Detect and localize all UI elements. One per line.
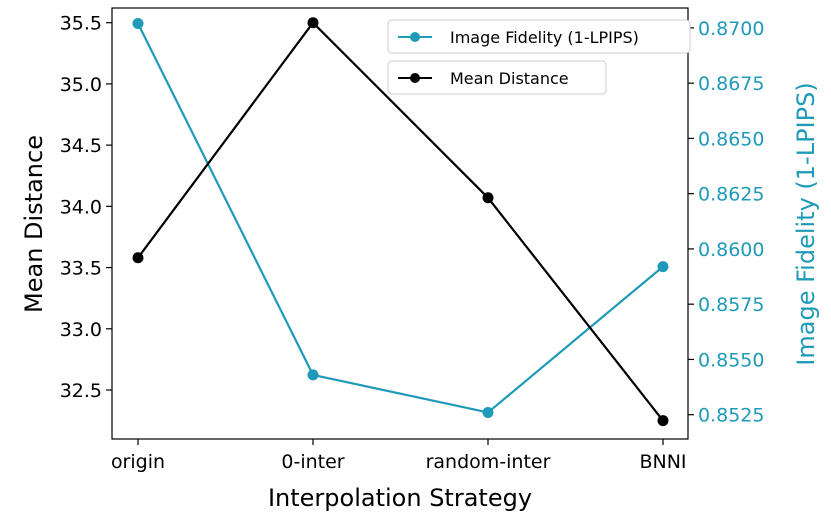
legend-item-mean-distance: Mean Distance — [387, 60, 607, 95]
mean-distance-point — [307, 17, 319, 29]
left-axis-title: Mean Distance — [20, 135, 48, 313]
legend-marker-image-fidelity — [410, 32, 420, 42]
right-axis-title: Image Fidelity (1-LPIPS) — [792, 82, 820, 365]
x-axis-title: Interpolation Strategy — [268, 484, 532, 512]
legend-box-mean-distance — [387, 60, 607, 95]
legend: Image Fidelity (1-LPIPS) Mean Distance — [387, 19, 691, 95]
right-tick-label: 0.8700 — [698, 18, 764, 40]
left-tick-label: 35.0 — [60, 74, 102, 96]
mean-distance-line — [137, 21, 664, 422]
left-tick-label: 34.0 — [60, 196, 102, 218]
right-tick-label: 0.8525 — [698, 405, 764, 427]
mean-distance-point — [657, 415, 669, 427]
legend-label-image-fidelity: Image Fidelity (1-LPIPS) — [450, 28, 639, 47]
series-layer — [132, 17, 669, 427]
image-fidelity-point — [657, 261, 669, 273]
left-axis-ticks: 32.5 33.0 33.5 34.0 34.5 35.0 35.5 — [60, 13, 112, 402]
legend-box-image-fidelity — [387, 19, 691, 54]
right-tick-label: 0.8625 — [698, 184, 764, 206]
x-tick-label: 0-inter — [281, 451, 344, 473]
left-tick-label: 33.5 — [60, 258, 102, 280]
right-axis-ticks: 0.8525 0.8550 0.8575 0.8600 0.8625 0.8650 0.86… — [688, 18, 764, 427]
left-tick-label: 33.0 — [60, 319, 102, 341]
x-tick-label: BNNI — [639, 451, 686, 473]
x-axis-ticks: origin 0-inter random-inter BNNI — [111, 439, 687, 473]
x-tick-label: origin — [111, 451, 165, 473]
legend-marker-mean-distance — [410, 73, 420, 83]
left-tick-label: 34.5 — [60, 135, 102, 157]
image-fidelity-line — [137, 22, 664, 414]
right-tick-label: 0.8650 — [698, 128, 764, 150]
mean-distance-point — [132, 252, 144, 264]
right-tick-label: 0.8675 — [698, 73, 764, 95]
x-tick-label: random-inter — [426, 451, 551, 473]
right-tick-label: 0.8600 — [698, 239, 764, 261]
image-fidelity-point — [307, 369, 319, 381]
mean-distance-point — [482, 192, 494, 204]
legend-label-mean-distance: Mean Distance — [450, 69, 569, 88]
left-tick-label: 32.5 — [60, 380, 102, 402]
right-tick-label: 0.8575 — [698, 294, 764, 316]
image-fidelity-point — [482, 406, 494, 418]
right-tick-label: 0.8550 — [698, 349, 764, 371]
image-fidelity-point — [132, 17, 144, 29]
left-tick-label: 35.5 — [60, 13, 102, 35]
legend-item-image-fidelity: Image Fidelity (1-LPIPS) — [387, 19, 691, 54]
